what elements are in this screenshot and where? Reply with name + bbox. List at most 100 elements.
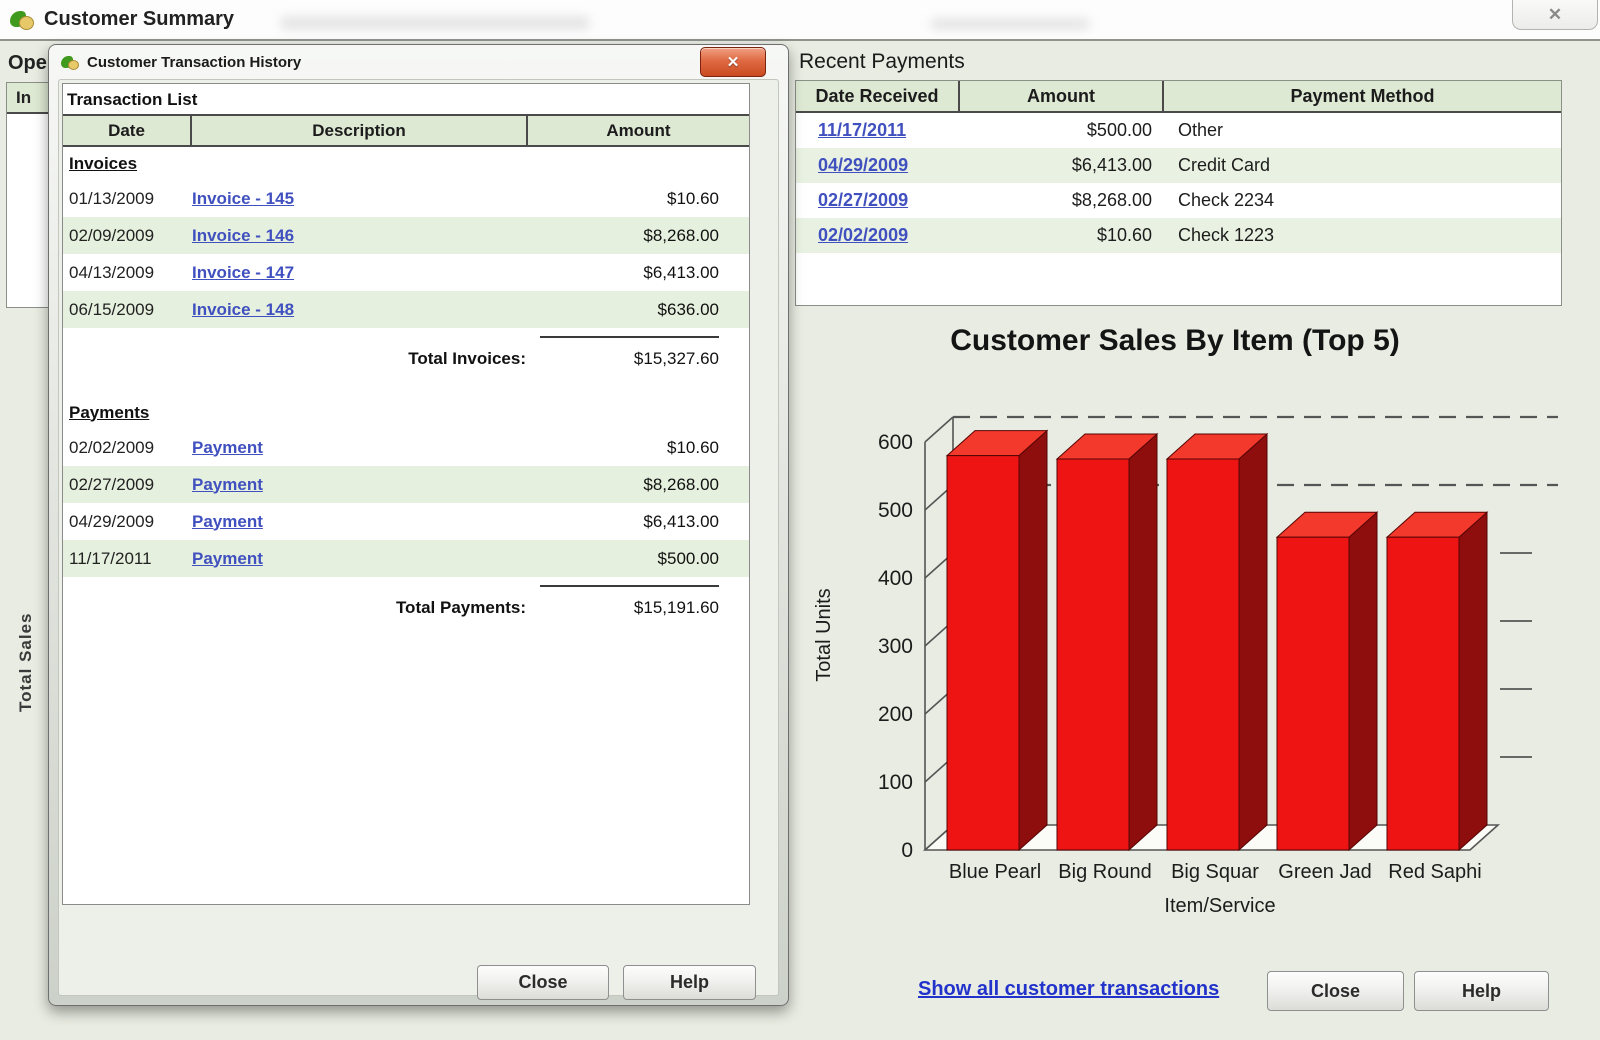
payment-date-link[interactable]: 02/27/2009	[818, 190, 908, 210]
cell-date-received: 02/27/2009	[796, 190, 960, 211]
y-tick-label: 0	[901, 839, 913, 862]
payment-link[interactable]: Payment	[192, 512, 263, 531]
total-row: Total Payments:$15,191.60	[63, 587, 749, 629]
total-divider	[63, 577, 749, 587]
cell-date: 04/29/2009	[63, 512, 192, 532]
cell-payment-method: Check 1223	[1164, 225, 1561, 246]
summary-close-button[interactable]: Close	[1267, 971, 1404, 1011]
close-icon: ✕	[727, 53, 740, 71]
transaction-list-panel: Transaction List Date Description Amount…	[62, 83, 750, 905]
total-label: Total Invoices:	[63, 349, 528, 369]
x-category-label: Big Squar	[1171, 861, 1259, 883]
dialog-close-button[interactable]: ✕	[700, 47, 766, 77]
invoice-link[interactable]: Invoice - 146	[192, 226, 294, 245]
dialog-client-area: Transaction List Date Description Amount…	[58, 79, 779, 996]
cell-date: 02/09/2009	[63, 226, 192, 246]
invoice-link[interactable]: Invoice - 145	[192, 189, 294, 208]
y-tick-label: 400	[878, 567, 913, 590]
recent-payments-body: 11/17/2011$500.00Other 04/29/2009 $6,413.0…	[796, 113, 1561, 253]
cell-amount: $10.60	[960, 225, 1164, 246]
total-value: $15,327.60	[528, 349, 749, 369]
bar-front-face	[1387, 537, 1459, 850]
transaction-table-header-row: Date Description Amount	[63, 114, 749, 147]
transaction-list-label: Transaction List	[63, 84, 749, 114]
payment-link[interactable]: Payment	[192, 438, 263, 457]
recent-payment-row: 04/29/2009$6,413.00Credit Card	[796, 148, 1561, 183]
recent-payment-row: 11/17/2011$500.00Other	[796, 113, 1561, 148]
total-row: Total Invoices:$15,327.60	[63, 338, 749, 380]
background-artifact	[930, 18, 1090, 30]
cell-amount: $8,268.00	[960, 190, 1164, 211]
dialog-close-action-button[interactable]: Close	[477, 965, 609, 1000]
background-artifact	[280, 16, 590, 30]
summary-help-button[interactable]: Help	[1414, 971, 1549, 1011]
payment-date-link[interactable]: 04/29/2009	[818, 155, 908, 175]
cell-description: Payment	[192, 438, 528, 458]
total-label: Total Payments:	[63, 598, 528, 618]
column-header-payment-method: Payment Method	[1164, 81, 1561, 111]
section-label: Payments	[63, 396, 749, 429]
bar-side-face	[1019, 431, 1047, 850]
bar-front-face	[1167, 459, 1239, 850]
cell-description: Invoice - 148	[192, 300, 528, 320]
transaction-row: 06/15/2009Invoice - 148$636.00	[63, 291, 749, 328]
payment-link[interactable]: Payment	[192, 475, 263, 494]
cell-amount: $10.60	[528, 438, 749, 458]
invoice-link[interactable]: Invoice - 147	[192, 263, 294, 282]
cell-amount: $6,413.00	[960, 155, 1164, 176]
y-tick-label: 500	[878, 499, 913, 522]
transaction-row: 04/29/2009Payment $6,413.00	[63, 503, 749, 540]
payment-date-link[interactable]: 11/17/2011	[818, 120, 906, 140]
cell-payment-method: Check 2234	[1164, 190, 1561, 211]
bar-front-face	[1277, 537, 1349, 850]
sales-chart-svg: 0100200300400500600Blue PearlBig RoundBi…	[800, 300, 1600, 980]
recent-payments-header-row: Date Received Amount Payment Method	[796, 81, 1561, 113]
transaction-row: 02/02/2009Payment$10.60	[63, 429, 749, 466]
cell-date-received: 04/29/2009	[796, 155, 960, 176]
cell-date-received: 11/17/2011	[796, 120, 960, 141]
show-all-transactions-link[interactable]: Show all customer transactions	[918, 978, 1219, 1001]
window-titlebar: Customer Summary	[0, 0, 1600, 41]
cell-description: Invoice - 145	[192, 189, 528, 209]
recent-payment-row: 02/27/2009 $8,268.00Check 2234	[796, 183, 1561, 218]
section-label: Invoices	[63, 147, 749, 180]
cell-description: Invoice - 146	[192, 226, 528, 246]
cell-description: Payment	[192, 549, 528, 569]
x-category-label: Big Round	[1058, 861, 1151, 883]
cell-date: 04/13/2009	[63, 263, 192, 283]
customer-summary-window: Customer Summary ✕ Ope In Total Sales Re…	[0, 0, 1600, 1040]
transaction-row: 01/13/2009Invoice - 145$10.60	[63, 180, 749, 217]
dialog-title: Customer Transaction History	[87, 54, 301, 71]
transaction-row: 04/13/2009Invoice - 147$6,413.00	[63, 254, 749, 291]
y-tick-label: 300	[878, 635, 913, 658]
bar-side-face	[1459, 512, 1487, 850]
y-tick-label: 200	[878, 703, 913, 726]
window-close-button[interactable]: ✕	[1512, 0, 1598, 30]
total-sales-axis-label-clipped: Total Sales	[16, 552, 40, 712]
x-category-label: Green Jad	[1278, 861, 1371, 883]
transaction-history-dialog: Customer Transaction History ✕ Transacti…	[48, 44, 789, 1006]
section-gap	[63, 380, 749, 396]
y-tick-label: 100	[878, 771, 913, 794]
transaction-row: 02/27/2009Payment$8,268.00	[63, 466, 749, 503]
bar-side-face	[1349, 512, 1377, 850]
bar-side-face	[1239, 434, 1267, 850]
payment-date-link[interactable]: 02/02/2009	[818, 225, 908, 245]
cell-date: 02/27/2009	[63, 475, 192, 495]
cell-amount: $6,413.00	[528, 512, 749, 532]
y-tick-label: 600	[878, 431, 913, 454]
dialog-logo-icon	[61, 54, 79, 71]
column-header-amount: Amount	[528, 116, 749, 145]
app-logo-icon	[10, 9, 34, 31]
cell-date: 11/17/2011	[63, 549, 192, 569]
close-icon: ✕	[1548, 5, 1562, 25]
payment-link[interactable]: Payment	[192, 549, 263, 568]
total-rule	[540, 336, 719, 338]
bar-front-face	[1057, 459, 1129, 850]
invoice-link[interactable]: Invoice - 148	[192, 300, 294, 319]
window-title: Customer Summary	[44, 8, 234, 31]
transaction-table-body: Invoices01/13/2009Invoice - 145$10.6002/…	[63, 147, 749, 629]
cell-amount: $10.60	[528, 189, 749, 209]
dialog-help-button[interactable]: Help	[623, 965, 756, 1000]
dialog-titlebar[interactable]: Customer Transaction History	[49, 45, 788, 79]
